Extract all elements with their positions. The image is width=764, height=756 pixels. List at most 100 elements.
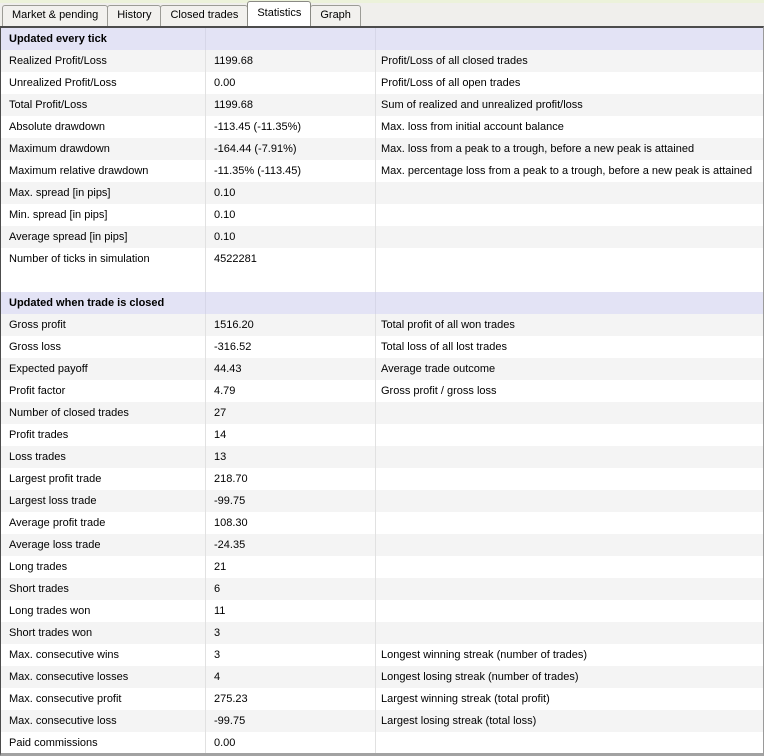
table-row[interactable]: Largest loss trade -99.75 bbox=[1, 490, 763, 512]
row-label: Short trades bbox=[1, 578, 206, 600]
section-header-desc-spacer bbox=[376, 292, 763, 314]
table-row[interactable]: Maximum relative drawdown -11.35% (-113.… bbox=[1, 160, 763, 182]
row-label: Expected payoff bbox=[1, 358, 206, 380]
table-row[interactable]: Largest profit trade 218.70 bbox=[1, 468, 763, 490]
section-header-row: Updated when trade is closed bbox=[1, 292, 763, 314]
row-description bbox=[376, 556, 763, 578]
table-row[interactable]: Max. consecutive wins 3 Longest winning … bbox=[1, 644, 763, 666]
tab-bar: Market & pending History Closed trades Stat… bbox=[0, 0, 764, 26]
row-description bbox=[376, 512, 763, 534]
row-label: Number of ticks in simulation bbox=[1, 248, 206, 270]
table-row[interactable]: Max. spread [in pips] 0.10 bbox=[1, 182, 763, 204]
row-label: Long trades bbox=[1, 556, 206, 578]
table-row[interactable]: Long trades 21 bbox=[1, 556, 763, 578]
row-label: Average loss trade bbox=[1, 534, 206, 556]
row-value: -99.75 bbox=[206, 710, 376, 732]
row-description bbox=[376, 226, 763, 248]
row-value: -316.52 bbox=[206, 336, 376, 358]
row-description: Max. loss from initial account balance bbox=[381, 121, 564, 133]
table-row[interactable]: Number of closed trades 27 bbox=[1, 402, 763, 424]
tab-market-pending[interactable]: Market & pending bbox=[2, 5, 109, 26]
row-label: Average spread [in pips] bbox=[1, 226, 206, 248]
row-description bbox=[376, 534, 763, 556]
row-label: Profit trades bbox=[1, 424, 206, 446]
row-description bbox=[376, 446, 763, 468]
row-value: 218.70 bbox=[206, 468, 376, 490]
row-label: Max. consecutive wins bbox=[1, 644, 206, 666]
row-value: 6 bbox=[206, 578, 376, 600]
table-row[interactable]: Expected payoff 44.43 Average trade outc… bbox=[1, 358, 763, 380]
row-description: Max. percentage loss from a peak to a tr… bbox=[381, 165, 753, 177]
row-description: Gross profit / gross loss bbox=[381, 385, 497, 397]
row-value: 275.23 bbox=[206, 688, 376, 710]
row-description: Profit/Loss of all open trades bbox=[381, 77, 521, 89]
row-label: Loss trades bbox=[1, 446, 206, 468]
row-value: 4522281 bbox=[206, 248, 376, 270]
row-label: Number of closed trades bbox=[1, 402, 206, 424]
row-description: Longest losing streak (number of trades) bbox=[381, 671, 579, 683]
row-label: Gross loss bbox=[1, 336, 206, 358]
row-label: Short trades won bbox=[1, 622, 206, 644]
row-label: Largest profit trade bbox=[1, 468, 206, 490]
table-row[interactable]: Gross loss -316.52 Total loss of all los… bbox=[1, 336, 763, 358]
tab-closed-trades[interactable]: Closed trades bbox=[160, 5, 249, 26]
tab-history[interactable]: History bbox=[107, 5, 162, 26]
section-header-label: Updated every tick bbox=[1, 28, 206, 50]
row-description bbox=[376, 600, 763, 622]
row-value: 44.43 bbox=[206, 358, 376, 380]
row-description bbox=[376, 732, 763, 753]
row-label: Unrealized Profit/Loss bbox=[1, 72, 206, 94]
row-description bbox=[376, 424, 763, 446]
table-row[interactable]: Short trades 6 bbox=[1, 578, 763, 600]
row-description: Largest winning streak (total profit) bbox=[381, 693, 550, 705]
table-row[interactable]: Realized Profit/Loss 1199.68 Profit/Loss… bbox=[1, 50, 763, 72]
table-row[interactable]: Absolute drawdown -113.45 (-11.35%) Max.… bbox=[1, 116, 763, 138]
row-description: Largest losing streak (total loss) bbox=[381, 715, 537, 727]
table-row[interactable]: Average loss trade -24.35 bbox=[1, 534, 763, 556]
row-label: Max. consecutive losses bbox=[1, 666, 206, 688]
row-label: Absolute drawdown bbox=[1, 116, 206, 138]
row-value: -99.75 bbox=[206, 490, 376, 512]
table-row[interactable]: Short trades won 3 bbox=[1, 622, 763, 644]
row-value: 108.30 bbox=[206, 512, 376, 534]
row-label: Maximum relative drawdown bbox=[1, 160, 206, 182]
table-row[interactable]: Average profit trade 108.30 bbox=[1, 512, 763, 534]
row-value: 1199.68 bbox=[206, 94, 376, 116]
row-value: 13 bbox=[206, 446, 376, 468]
row-value: 11 bbox=[206, 600, 376, 622]
table-row[interactable]: Max. consecutive loss -99.75 Largest los… bbox=[1, 710, 763, 732]
table-row[interactable]: Average spread [in pips] 0.10 bbox=[1, 226, 763, 248]
table-row[interactable]: Maximum drawdown -164.44 (-7.91%) Max. l… bbox=[1, 138, 763, 160]
row-value: 4.79 bbox=[206, 380, 376, 402]
tab-statistics[interactable]: Statistics bbox=[247, 1, 312, 26]
tab-graph[interactable]: Graph bbox=[310, 5, 361, 26]
row-label: Realized Profit/Loss bbox=[1, 50, 206, 72]
row-value: 0.00 bbox=[206, 72, 376, 94]
table-row[interactable]: Long trades won 11 bbox=[1, 600, 763, 622]
table-row[interactable]: Profit trades 14 bbox=[1, 424, 763, 446]
row-description bbox=[376, 468, 763, 490]
row-label: Min. spread [in pips] bbox=[1, 204, 206, 226]
table-row[interactable]: Number of ticks in simulation 4522281 bbox=[1, 248, 763, 270]
table-row[interactable]: Unrealized Profit/Loss 0.00 Profit/Loss … bbox=[1, 72, 763, 94]
row-value: 1199.68 bbox=[206, 50, 376, 72]
statistics-table: Updated every tick Realized Profit/Loss … bbox=[0, 26, 764, 756]
table-row[interactable]: Gross profit 1516.20 Total profit of all… bbox=[1, 314, 763, 336]
row-value: 0.00 bbox=[206, 732, 376, 753]
row-description: Profit/Loss of all closed trades bbox=[381, 55, 528, 67]
row-label: Largest loss trade bbox=[1, 490, 206, 512]
row-value: 0.10 bbox=[206, 226, 376, 248]
row-value: 1516.20 bbox=[206, 314, 376, 336]
row-description bbox=[376, 248, 763, 270]
table-row[interactable]: Total Profit/Loss 1199.68 Sum of realize… bbox=[1, 94, 763, 116]
table-row[interactable]: Loss trades 13 bbox=[1, 446, 763, 468]
table-row[interactable]: Min. spread [in pips] 0.10 bbox=[1, 204, 763, 226]
table-row[interactable]: Profit factor 4.79 Gross profit / gross … bbox=[1, 380, 763, 402]
table-row[interactable]: Paid commissions 0.00 bbox=[1, 732, 763, 753]
row-description bbox=[376, 402, 763, 424]
row-value: 21 bbox=[206, 556, 376, 578]
row-description: Longest winning streak (number of trades… bbox=[381, 649, 588, 661]
row-description bbox=[376, 622, 763, 644]
table-row[interactable]: Max. consecutive profit 275.23 Largest w… bbox=[1, 688, 763, 710]
table-row[interactable]: Max. consecutive losses 4 Longest losing… bbox=[1, 666, 763, 688]
